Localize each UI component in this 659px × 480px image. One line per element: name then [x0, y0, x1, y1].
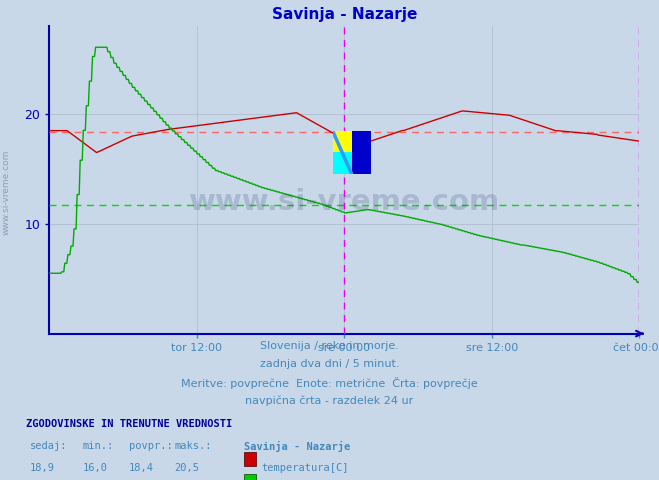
- Text: sedaj:: sedaj:: [30, 441, 67, 451]
- Text: www.si-vreme.com: www.si-vreme.com: [188, 188, 500, 216]
- Text: maks.:: maks.:: [175, 441, 212, 451]
- Text: zadnja dva dni / 5 minut.: zadnja dva dni / 5 minut.: [260, 359, 399, 369]
- Bar: [333, 152, 352, 174]
- Text: povpr.:: povpr.:: [129, 441, 172, 451]
- Text: 18,4: 18,4: [129, 463, 154, 473]
- Text: Meritve: povprečne  Enote: metrične  Črta: povprečje: Meritve: povprečne Enote: metrične Črta:…: [181, 377, 478, 389]
- Title: Savinja - Nazarje: Savinja - Nazarje: [272, 8, 417, 23]
- Text: min.:: min.:: [82, 441, 113, 451]
- Text: navpična črta - razdelek 24 ur: navpična črta - razdelek 24 ur: [245, 396, 414, 406]
- Text: Slovenija / reke in morje.: Slovenija / reke in morje.: [260, 341, 399, 351]
- Text: 20,5: 20,5: [175, 463, 200, 473]
- Text: www.si-vreme.com: www.si-vreme.com: [2, 149, 11, 235]
- Text: ZGODOVINSKE IN TRENUTNE VREDNOSTI: ZGODOVINSKE IN TRENUTNE VREDNOSTI: [26, 419, 233, 429]
- Bar: [333, 131, 352, 152]
- Text: 16,0: 16,0: [82, 463, 107, 473]
- Text: 18,9: 18,9: [30, 463, 55, 473]
- Bar: [352, 131, 371, 174]
- Text: temperatura[C]: temperatura[C]: [261, 463, 349, 473]
- Text: Savinja - Nazarje: Savinja - Nazarje: [244, 441, 350, 452]
